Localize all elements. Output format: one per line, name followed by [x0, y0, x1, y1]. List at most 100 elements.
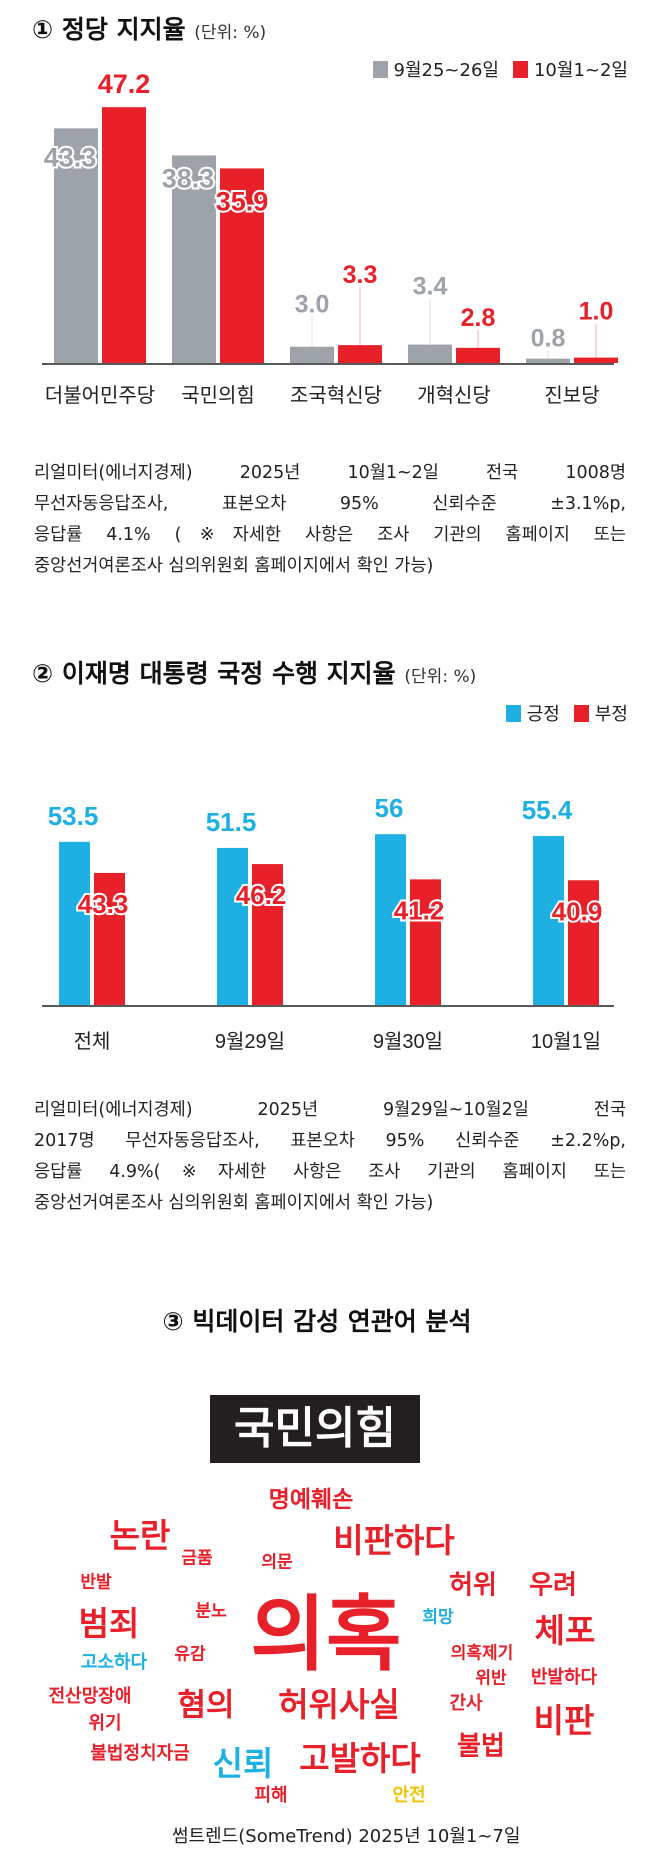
legend-label: 긍정 [526, 704, 560, 725]
category-label: 개혁신당 [417, 384, 491, 407]
cloud-word: 안전 [392, 1785, 426, 1806]
cloud-word: 신뢰 [212, 1744, 274, 1783]
data-label: 3.3 [343, 261, 378, 289]
chart1-title-text: ① 정당 지지율 [32, 15, 186, 44]
bar-positive [217, 847, 248, 1005]
data-label: 1.0 [579, 298, 614, 326]
data-label: 55.4 [522, 795, 573, 825]
data-label: 0.8 [531, 325, 566, 353]
cloud-word: 의문 [261, 1552, 293, 1573]
chart2-footnote: 리얼미터(에너지경제) 2025년 9월29일~10월2일 전국 2017명 무… [34, 1095, 626, 1219]
bar-positive [59, 841, 90, 1005]
footnote-line: 응답률 4.9%(※자세한 사항은 조사 기관의 홈페이지 또는 [34, 1162, 626, 1182]
category-label: 전체 [74, 1030, 111, 1053]
chart1-footnote: 리얼미터(에너지경제) 2025년 10월1~2일 전국 1008명 무선자동응… [34, 458, 626, 582]
category-label: 10월1일 [531, 1030, 601, 1053]
cloud-word: 고발하다 [299, 1739, 421, 1778]
bar-oct1-2 [102, 107, 146, 364]
cloud-word: 불법 [457, 1731, 505, 1762]
cloud-word: 유감 [174, 1644, 206, 1665]
cloud-word: 간사 [449, 1693, 483, 1714]
cloud-word: 피해 [254, 1785, 288, 1806]
cloud-word: 전산망장애 [48, 1686, 132, 1707]
chart2-legend: 긍정 부정 [505, 700, 628, 726]
party-support-chart: 43.3 47.2 더불어민주당 38.335.9 국민의힘 3.0 3.3 조국혁신당 3.4… [42, 67, 618, 407]
bar-sep25-26 [290, 346, 334, 363]
cloud-word: 분노 [195, 1601, 227, 1622]
footnote-line: 무선자동응답조사, 표본오차 95% 신뢰수준 ±3.1%p, [34, 494, 626, 514]
cloud-word: 반발 [80, 1572, 112, 1593]
cloud-word: 희망 [422, 1607, 454, 1628]
footnote-line: 응답률 4.1% (※자세한 사항은 조사 기관의 홈페이지 또는 [34, 525, 626, 545]
bar-sep25-26 [54, 128, 98, 363]
data-label: 3.4 [413, 273, 448, 301]
chart2-unit: (단위: %) [404, 667, 477, 687]
bar-positive [375, 834, 406, 1005]
data-label: 3.0 [295, 291, 330, 319]
cloud-word: 의혹제기 [450, 1643, 514, 1664]
cloud-word: 체포 [534, 1611, 596, 1650]
category-label: 진보당 [544, 384, 599, 407]
data-label: 56 [375, 793, 404, 823]
bar-oct1-2 [220, 168, 264, 363]
legend-swatch-red [512, 60, 528, 78]
cloud-word: 불법정치자금 [90, 1743, 190, 1764]
data-label: 40.9 [552, 896, 603, 926]
bar-sep25-26 [172, 155, 216, 363]
category-label: 9월29일 [215, 1030, 285, 1053]
legend-swatch-blue [505, 704, 521, 722]
legend-swatch-gray [372, 60, 388, 78]
cloud-word: 위반 [475, 1668, 507, 1689]
legend-label: 부정 [594, 704, 628, 725]
footnote-line: 리얼미터(에너지경제) 2025년 10월1~2일 전국 1008명 [34, 463, 626, 483]
bar-negative [94, 872, 125, 1005]
cloud-word: 반발하다 [530, 1667, 598, 1688]
cloud-word: 허위사실 [278, 1685, 400, 1724]
chart1-unit: (단위: %) [194, 23, 267, 43]
cloud-word: 논란 [109, 1516, 171, 1555]
data-label: 41.2 [394, 895, 445, 925]
chart1-title: ① 정당 지지율 (단위: %) [32, 10, 266, 46]
cloud-word: 우려 [529, 1570, 577, 1601]
footnote-line: 리얼미터(에너지경제) 2025년 9월29일~10월2일 전국 [34, 1100, 626, 1120]
chart1-legend: 9월25~26일 10월1~2일 [372, 56, 628, 82]
category-label: 조국혁신당 [290, 384, 382, 407]
data-label: 53.5 [48, 801, 99, 831]
bar-oct1-2 [574, 357, 618, 363]
bar-negative [410, 879, 441, 1005]
approval-rating-chart: 53.5 43.3 전체 51.5 46.2 9월29일 56 41.2 9월30일 55.4 40… [42, 793, 614, 1053]
data-label: 38.3 [162, 163, 215, 193]
data-label: 2.8 [461, 304, 496, 332]
cloud-word: 범죄 [78, 1604, 140, 1643]
data-label: 35.9 [216, 186, 269, 216]
data-label: 46.2 [236, 880, 287, 910]
cloud-word-main: 의혹 [250, 1587, 402, 1683]
bar-oct1-2 [456, 347, 500, 363]
cloud-word: 고소하다 [80, 1652, 148, 1673]
bar-positive [533, 836, 564, 1005]
bar-sep25-26 [408, 344, 452, 363]
cloud-word: 위기 [88, 1713, 122, 1734]
data-label: 43.3 [44, 142, 97, 172]
data-label: 47.2 [98, 69, 151, 99]
cloud-word: 금품 [181, 1548, 213, 1569]
cloud-word: 혐의 [177, 1687, 235, 1724]
cloud-source: 썸트렌드(SomeTrend) 2025년 10월1~7일 [172, 1826, 521, 1847]
chart2-title-text: ② 이재명 대통령 국정 수행 지지율 [32, 659, 396, 688]
cloud-word: 비판하다 [333, 1521, 455, 1560]
cloud-word: 비판 [533, 1701, 595, 1740]
data-label: 51.5 [206, 807, 257, 837]
category-label: 9월30일 [373, 1030, 443, 1053]
category-label: 국민의힘 [181, 384, 255, 407]
footnote-line: 2017명 무선자동응답조사, 표본오차 95% 신뢰수준 ±2.2%p, [34, 1131, 626, 1151]
bar-oct1-2 [338, 345, 382, 363]
legend-swatch-red [573, 704, 589, 722]
bar-negative [568, 880, 599, 1005]
cloud-title: ③ 빅데이터 감성 연관어 분석 [162, 1307, 472, 1336]
footnote-line: 중앙선거여론조사 심의위원회 홈페이지에서 확인 가능) [34, 1193, 434, 1213]
chart2-title: ② 이재명 대통령 국정 수행 지지율 (단위: %) [32, 654, 476, 690]
cloud-word: 명예훼손 [268, 1487, 354, 1513]
cloud-subject-box: 국민의힘 [210, 1395, 420, 1463]
legend-label: 10월1~2일 [533, 60, 628, 81]
